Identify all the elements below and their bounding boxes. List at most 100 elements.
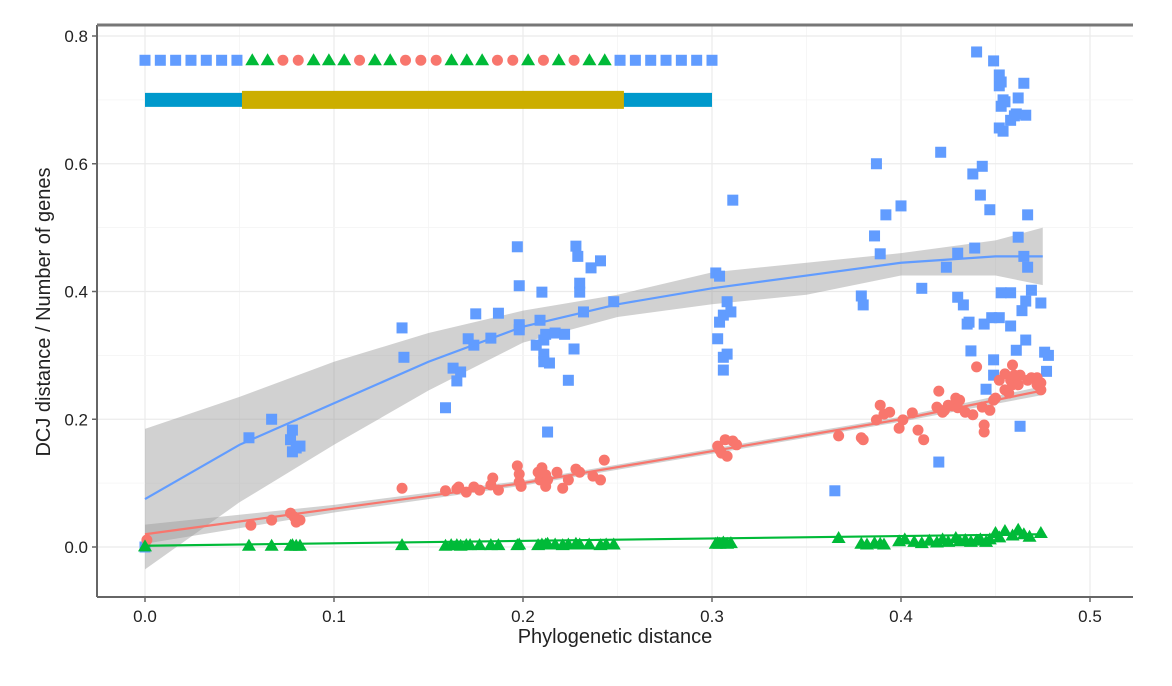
y-tick-label: 0.4 <box>64 283 88 302</box>
square-point <box>712 333 724 345</box>
top-marker-square <box>660 54 672 66</box>
square-point <box>993 69 1005 81</box>
top-marker-circle <box>292 54 304 66</box>
square-point <box>995 76 1007 88</box>
square-point <box>570 240 582 252</box>
circle-point <box>557 482 569 494</box>
fit-line <box>144 255 1043 501</box>
x-tick-label: 0.2 <box>511 607 535 626</box>
square-point <box>1018 77 1030 89</box>
square-point <box>538 356 550 368</box>
square-point <box>988 369 1000 381</box>
square-point <box>542 426 554 438</box>
x-tick-label: 0.4 <box>889 607 913 626</box>
circle-point <box>978 426 990 438</box>
square-point <box>608 296 620 308</box>
square-point <box>895 200 907 212</box>
square-point <box>993 122 1005 134</box>
top-marker-square <box>185 54 197 66</box>
circle-point <box>933 385 945 397</box>
square-point <box>513 280 525 292</box>
triangle-point <box>929 535 944 548</box>
top-marker-square <box>200 54 212 66</box>
square-point <box>530 339 542 351</box>
circle-point <box>884 406 896 418</box>
square-point <box>540 328 552 340</box>
square-point <box>714 270 726 282</box>
top-marker-triangle <box>383 53 398 66</box>
circle-point <box>245 519 257 531</box>
top-marker-triangle <box>306 53 321 66</box>
square-point <box>999 96 1011 108</box>
square-point <box>971 46 983 58</box>
square-point <box>857 299 869 311</box>
y-tick-label: 0.2 <box>64 410 88 429</box>
square-point <box>869 230 881 242</box>
square-point <box>1012 92 1024 104</box>
square-point <box>935 146 947 158</box>
square-point <box>727 194 739 206</box>
square-point <box>714 316 726 328</box>
top-marker-triangle <box>337 53 352 66</box>
x-axis-label: Phylogenetic distance <box>518 626 713 648</box>
square-point <box>952 247 964 259</box>
y-axis-label: DCJ distance / Number of genes <box>33 167 55 456</box>
top-marker-circle <box>568 54 580 66</box>
circle-point <box>1008 369 1020 381</box>
circle-point <box>513 468 525 480</box>
triangle-point <box>472 538 487 551</box>
circle-point <box>954 394 966 406</box>
x-tick-label: 0.1 <box>322 607 346 626</box>
square-point <box>957 299 969 311</box>
square-point <box>1012 231 1024 243</box>
circle-point <box>594 474 606 486</box>
square-point <box>1042 349 1054 361</box>
square-point <box>538 348 550 360</box>
top-marker-circle <box>491 54 503 66</box>
top-marker-square <box>170 54 182 66</box>
square-point <box>447 362 459 374</box>
square-point <box>1041 365 1053 377</box>
circle-point <box>967 409 979 421</box>
square-point <box>398 351 410 363</box>
top-marker-circle <box>354 54 366 66</box>
top-marker-square <box>139 54 151 66</box>
circle-point <box>990 392 1001 404</box>
fit-lines <box>144 255 1043 547</box>
circle-point <box>1007 359 1019 371</box>
square-point <box>965 345 977 357</box>
data-points <box>138 46 1054 553</box>
triangle-point <box>941 534 956 547</box>
circle-point <box>1012 379 1024 391</box>
circle-point <box>290 516 302 528</box>
square-point <box>585 262 597 274</box>
square-point <box>978 318 990 330</box>
circle-point <box>511 460 523 472</box>
top-marker-circle <box>400 54 412 66</box>
x-tick-label: 0.5 <box>1078 607 1102 626</box>
top-marker-circle <box>277 54 289 66</box>
square-point <box>933 456 945 468</box>
confidence-band <box>145 227 1043 570</box>
circle-point <box>474 484 486 496</box>
square-point <box>1014 420 1026 432</box>
square-point <box>396 322 408 334</box>
triangle-point <box>897 532 912 545</box>
top-marker-triangle <box>245 53 260 66</box>
square-point <box>562 374 574 386</box>
square-point <box>440 402 452 414</box>
top-marker-triangle <box>444 53 459 66</box>
square-point <box>988 354 1000 366</box>
top-marker-triangle <box>521 53 536 66</box>
square-point <box>984 204 996 216</box>
circle-point <box>984 404 996 416</box>
triangle-point <box>463 538 478 551</box>
square-point <box>1020 295 1032 307</box>
square-point <box>880 209 892 221</box>
square-point <box>717 364 729 376</box>
square-point <box>462 333 474 345</box>
square-point <box>538 334 550 346</box>
square-point <box>559 328 571 340</box>
square-point <box>243 432 255 444</box>
